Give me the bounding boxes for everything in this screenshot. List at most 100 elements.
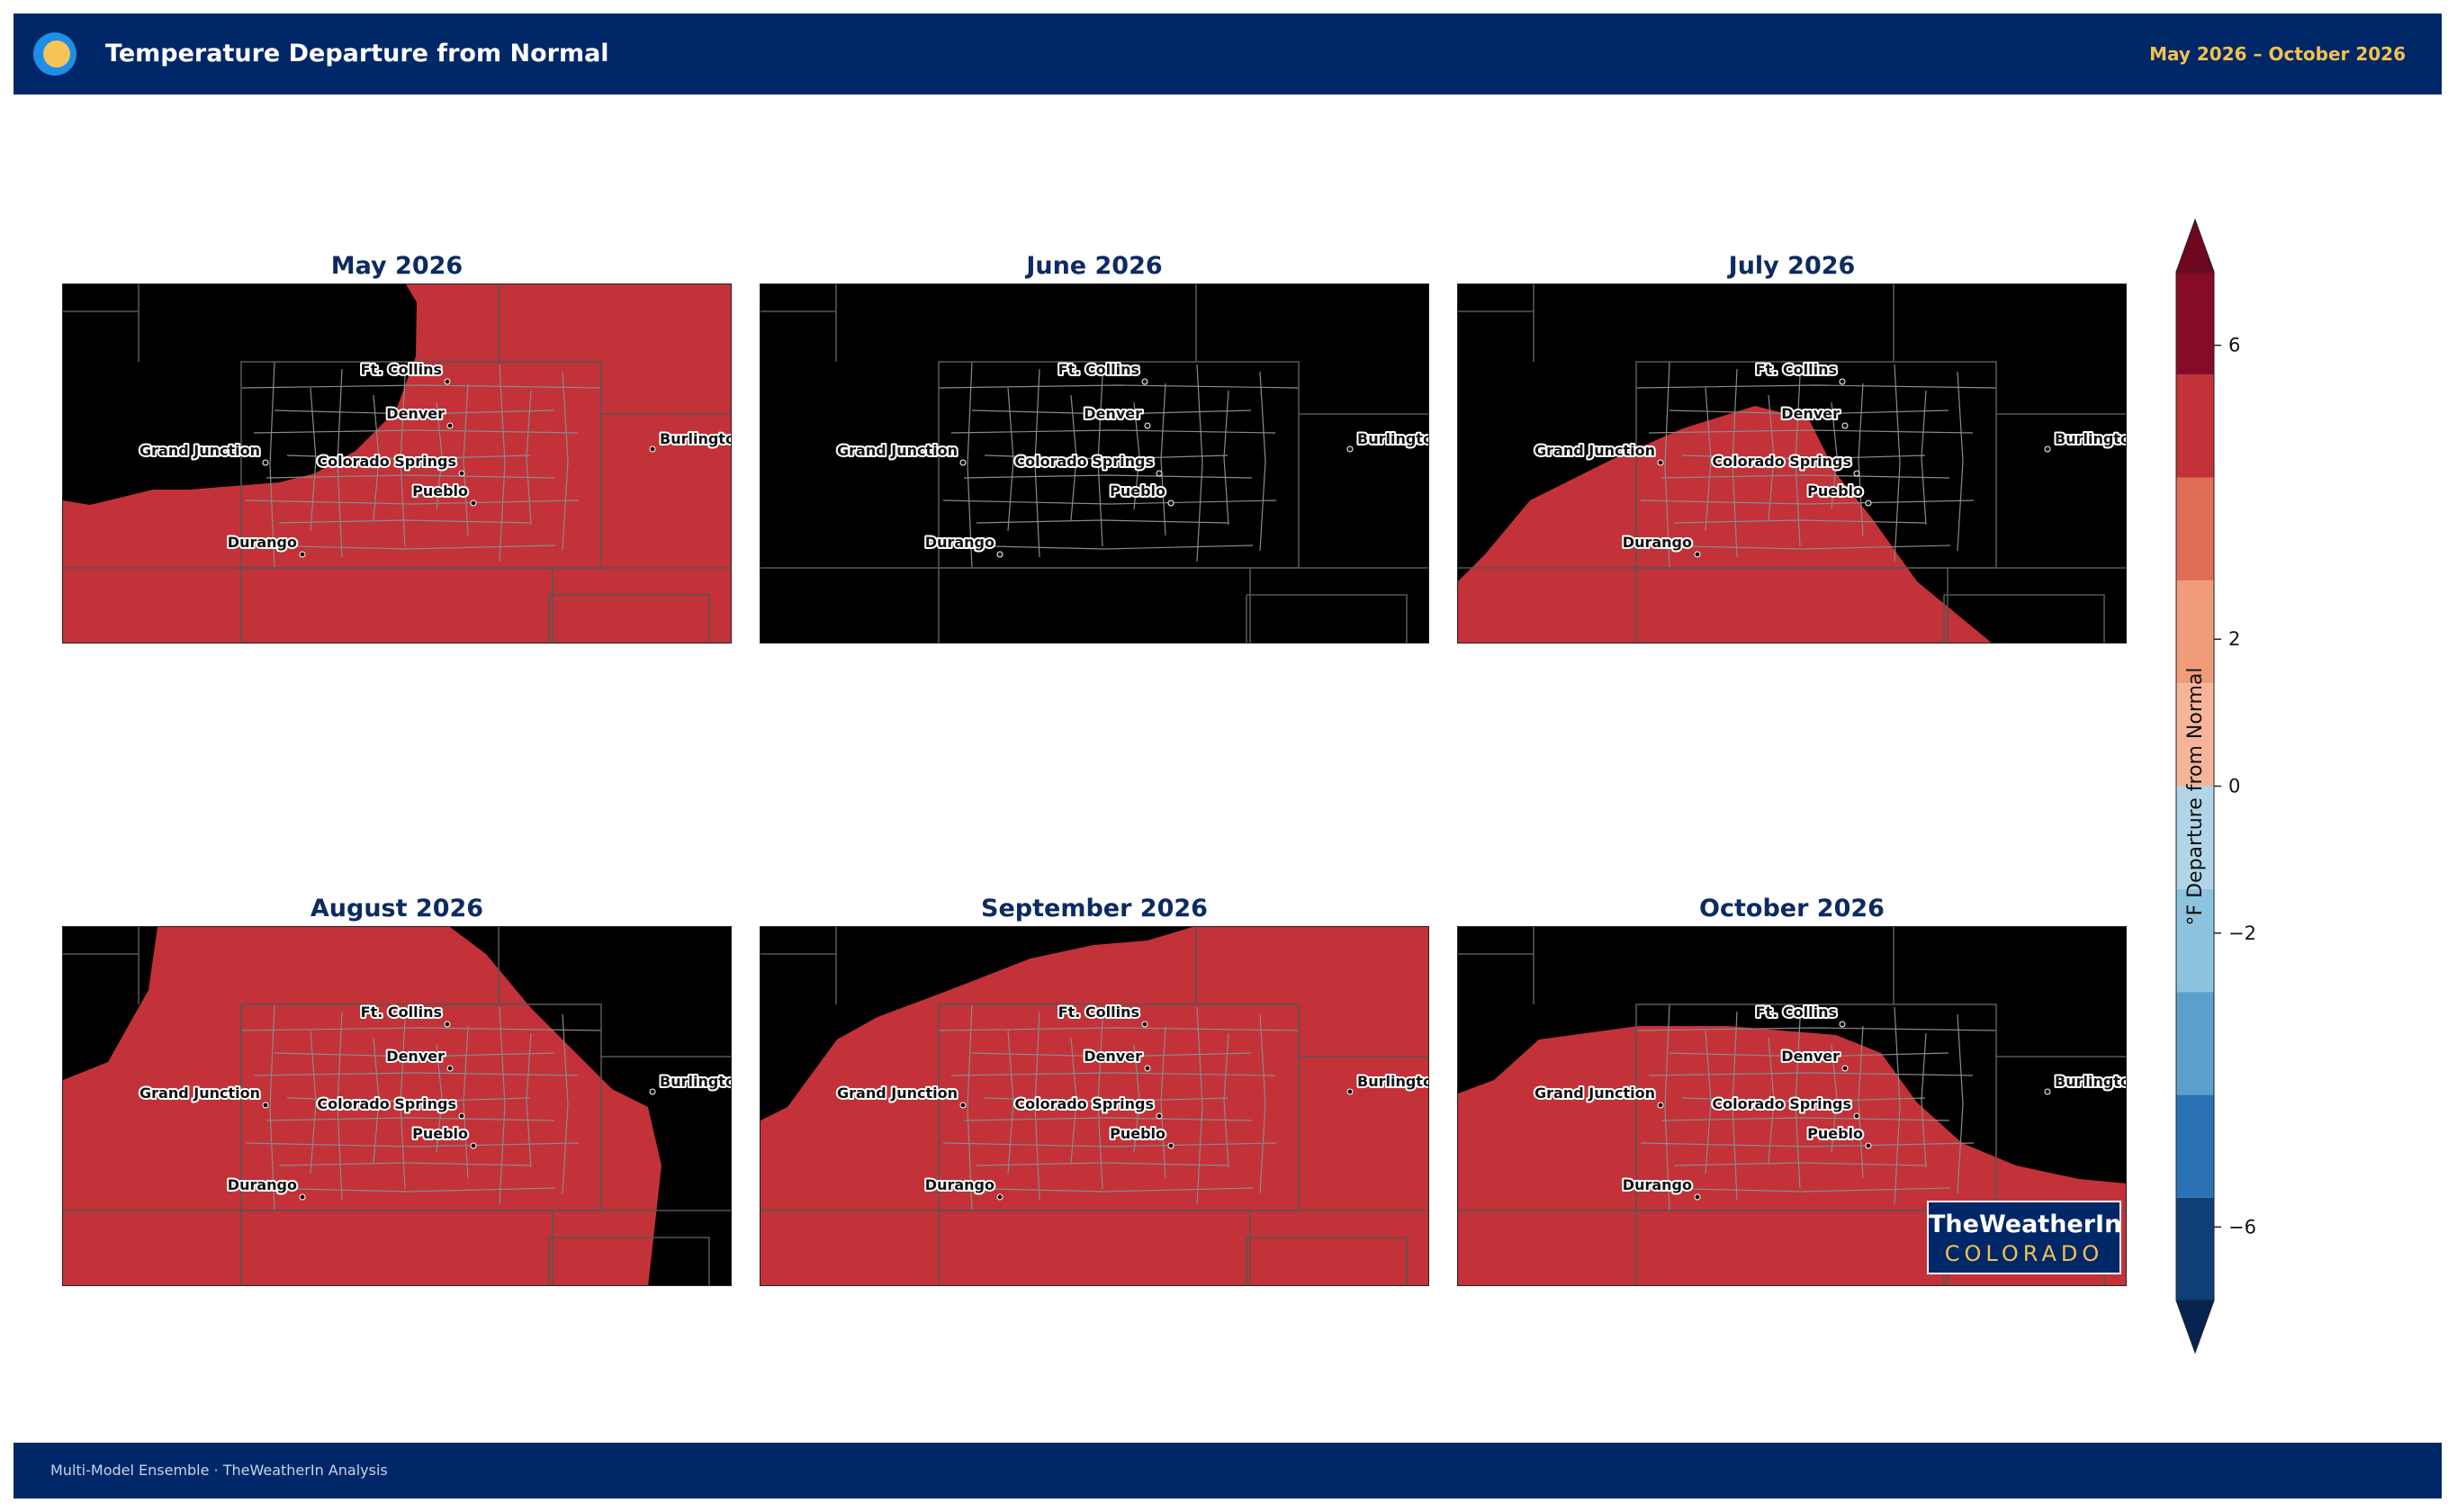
map-panel-august: Ft. Collins Denver Grand Junction Colorado … — [62, 926, 732, 1286]
city-marker — [1839, 1021, 1846, 1028]
city-label: Burlington — [660, 1073, 732, 1090]
city-marker — [1694, 551, 1701, 558]
city-label: Durango — [925, 1176, 994, 1193]
map-panel-may: Ft. Collins Denver Grand Junction Colorado … — [62, 284, 732, 644]
city-marker — [470, 1142, 477, 1149]
colorbar-segment — [2176, 272, 2214, 375]
city-marker — [2044, 1088, 2051, 1095]
page-title: Temperature Departure from Normal — [105, 40, 609, 68]
city-label: Colorado Springs — [1014, 453, 1154, 470]
colorbar-segment — [2176, 374, 2214, 478]
date-range: May 2026 – October 2026 — [2149, 43, 2406, 65]
city-label: Grand Junction — [837, 442, 958, 459]
city-label: Grand Junction — [1534, 442, 1655, 459]
panel-title-august: August 2026 — [310, 895, 484, 922]
city-marker — [444, 378, 451, 385]
city-marker — [2044, 446, 2051, 453]
city-label: Grand Junction — [837, 1084, 958, 1102]
colorbar-under-arrow — [2175, 1300, 2215, 1354]
colorbar-segment — [2176, 1094, 2214, 1198]
colorbar-segment — [2176, 888, 2214, 993]
city-marker — [1853, 470, 1860, 477]
city-label: Pueblo — [1110, 1125, 1166, 1142]
city-label: Denver — [1084, 405, 1142, 422]
warm-anomaly-base — [760, 284, 1428, 643]
city-label: Denver — [386, 1048, 445, 1065]
city-marker — [1694, 1193, 1701, 1201]
city-label: Durango — [228, 1176, 297, 1193]
footer-credits: Multi-Model Ensemble · TheWeatherIn Anal… — [50, 1462, 388, 1479]
city-label: Burlington — [2055, 1073, 2127, 1090]
colorbar-segment — [2176, 1197, 2214, 1300]
colorbar-tick-label: 2 — [2228, 628, 2240, 650]
city-marker — [299, 1193, 306, 1201]
city-label: Grand Junction — [140, 442, 260, 459]
warm-anomaly-region — [1458, 284, 2126, 643]
city-marker — [959, 459, 967, 466]
city-label: Pueblo — [412, 1125, 468, 1142]
city-label: Ft. Collins — [361, 1004, 442, 1021]
city-marker — [1657, 459, 1664, 466]
city-marker — [959, 1102, 967, 1109]
panel-title-july: July 2026 — [1728, 252, 1856, 280]
warm-anomaly-region — [63, 284, 417, 505]
city-marker — [299, 551, 306, 558]
city-label: Pueblo — [1807, 1125, 1863, 1142]
city-marker — [470, 500, 477, 507]
city-label: Durango — [228, 534, 297, 551]
city-marker — [458, 470, 465, 477]
colorbar-segment — [2176, 992, 2214, 1095]
city-label: Burlington — [1357, 1073, 1429, 1090]
city-marker — [1841, 1065, 1849, 1072]
city-marker — [262, 459, 269, 466]
colorbar-label: °F Departure from Normal — [2184, 667, 2207, 926]
colorbar-segment — [2176, 683, 2214, 787]
city-marker — [446, 422, 454, 429]
city-label: Colorado Springs — [1014, 1095, 1154, 1112]
colorbar-segment — [2176, 786, 2214, 889]
city-marker — [1841, 422, 1849, 429]
city-label: Burlington — [2055, 430, 2127, 447]
city-marker — [1156, 1112, 1163, 1120]
brand-logo: TheWeatherIn COLORADO — [1927, 1201, 2121, 1274]
city-marker — [1141, 1021, 1148, 1028]
panel-title-june: June 2026 — [1026, 252, 1163, 280]
city-label: Grand Junction — [140, 1084, 260, 1102]
header-bar: Temperature Departure from Normal May 20… — [14, 14, 2442, 94]
warm-anomaly-region — [63, 927, 158, 1080]
colorbar-segment — [2176, 477, 2214, 580]
brand-region: COLORADO — [1944, 1241, 2104, 1266]
colorbar-over-arrow — [2175, 218, 2215, 273]
city-marker — [1346, 1088, 1354, 1095]
city-label: Pueblo — [1807, 482, 1863, 500]
city-label: Colorado Springs — [317, 1095, 456, 1112]
city-marker — [649, 446, 656, 453]
city-label: Colorado Springs — [1712, 453, 1851, 470]
city-marker — [1141, 378, 1148, 385]
city-label: Ft. Collins — [1058, 361, 1139, 378]
city-label: Ft. Collins — [1756, 1004, 1837, 1021]
city-label: Ft. Collins — [1058, 1004, 1139, 1021]
city-label: Ft. Collins — [1756, 361, 1837, 378]
city-label: Denver — [386, 405, 445, 422]
city-marker — [262, 1102, 269, 1109]
city-label: Denver — [1084, 1048, 1142, 1065]
map-panel-september: Ft. Collins Denver Grand Junction Colorado … — [760, 926, 1429, 1286]
warm-anomaly-region — [450, 927, 731, 1285]
city-marker — [996, 551, 1004, 558]
colorbar: −6 −2 0 2 6 — [2175, 218, 2256, 1354]
colorbar-tick-label: −6 — [2228, 1216, 2256, 1238]
city-label: Burlington — [1357, 430, 1429, 447]
brand-name: TheWeatherIn — [1929, 1210, 2122, 1238]
city-label: Burlington — [660, 430, 732, 447]
sun-logo-icon — [33, 32, 76, 76]
city-label: Durango — [925, 534, 994, 551]
colorbar-tick-label: −2 — [2228, 922, 2256, 944]
city-marker — [996, 1193, 1004, 1201]
city-marker — [1865, 500, 1872, 507]
warm-anomaly-region — [760, 927, 1192, 1120]
colorbar-tick-label: 6 — [2228, 335, 2240, 356]
city-marker — [1144, 422, 1151, 429]
city-marker — [1657, 1102, 1664, 1109]
city-label: Ft. Collins — [361, 361, 442, 378]
